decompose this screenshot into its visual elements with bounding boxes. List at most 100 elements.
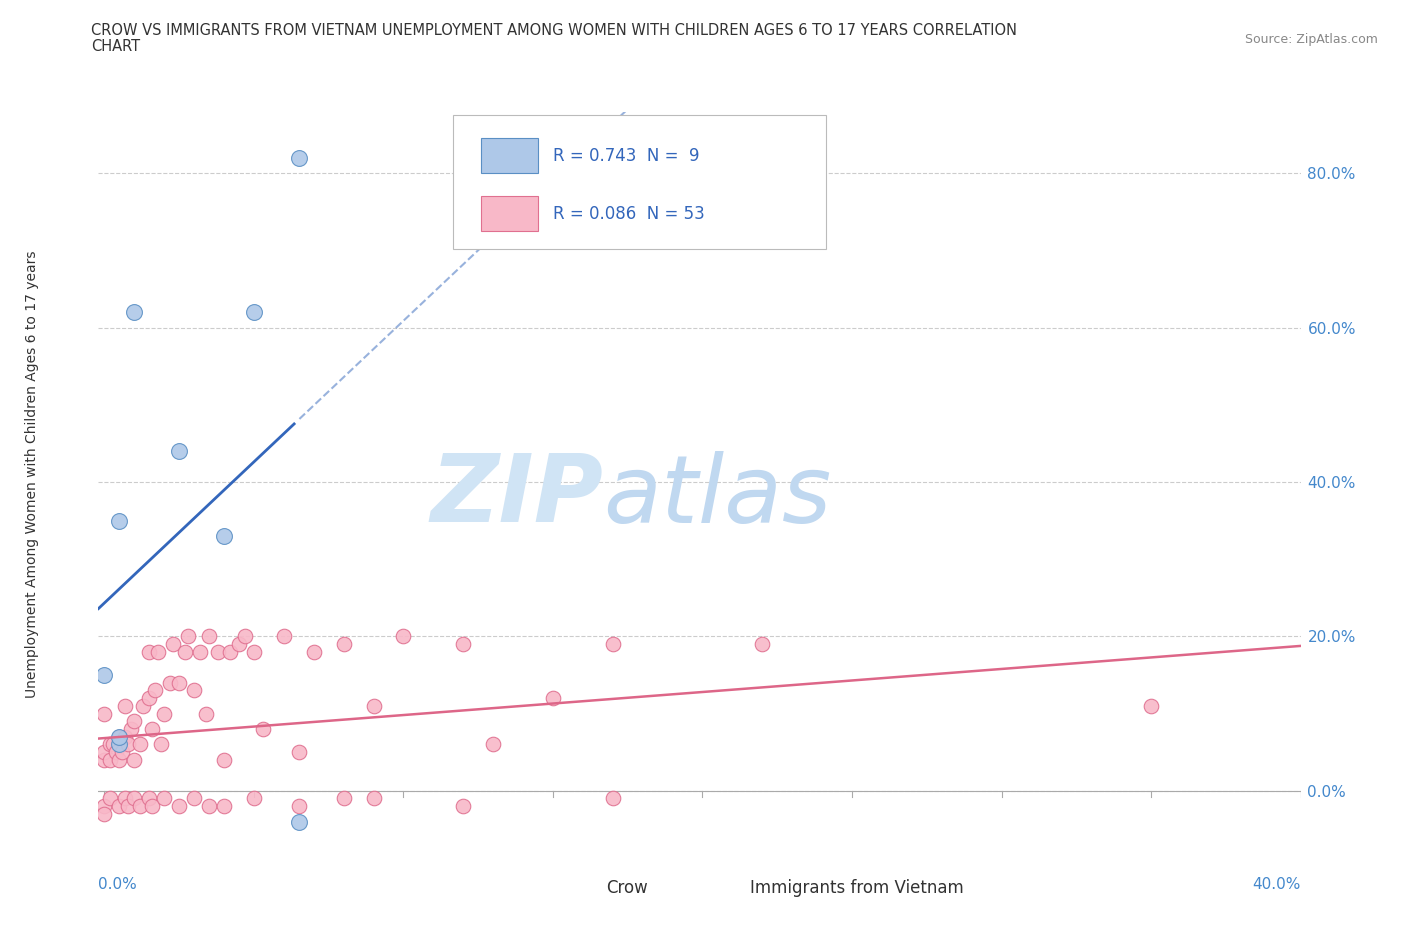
Point (153, 706, 176, 721)
Point (141, 799, 163, 814)
Point (129, 799, 152, 814)
Point (252, 722, 274, 737)
Point (108, 752, 131, 767)
Point (212, 799, 235, 814)
Text: CHART: CHART (91, 39, 141, 54)
Point (141, 722, 163, 737)
Point (120, 722, 142, 737)
Point (602, 791, 624, 806)
Text: Source: ZipAtlas.com: Source: ZipAtlas.com (1244, 33, 1378, 46)
Point (332, 791, 354, 806)
Point (138, 791, 160, 806)
Point (302, 644, 325, 659)
Point (124, 305, 146, 320)
Point (751, 637, 773, 652)
Point (108, 729, 131, 744)
Point (167, 444, 190, 458)
Point (105, 745, 128, 760)
Point (392, 629, 415, 644)
Point (198, 629, 221, 644)
Point (150, 737, 173, 751)
Point (451, 799, 474, 814)
Text: R = 0.743  N =  9: R = 0.743 N = 9 (553, 147, 699, 165)
Point (287, 151, 309, 166)
Point (93, 806, 115, 821)
Point (108, 729, 131, 744)
Point (287, 799, 309, 814)
Point (363, 791, 385, 806)
Point (482, 737, 505, 751)
Text: Crow: Crow (606, 879, 648, 897)
Point (129, 737, 152, 751)
Point (219, 644, 242, 659)
Point (93, 706, 115, 721)
Point (108, 737, 131, 751)
Point (100, 752, 122, 767)
Point (174, 644, 197, 659)
Point (183, 683, 205, 698)
FancyBboxPatch shape (453, 115, 825, 249)
Point (93, 668, 115, 683)
Point (114, 729, 136, 744)
Point (117, 737, 139, 751)
Point (114, 791, 136, 806)
Point (273, 629, 295, 644)
Point (183, 791, 205, 806)
Bar (481, 196, 538, 232)
Point (363, 698, 385, 713)
Point (93, 745, 115, 760)
Text: R = 0.086  N = 53: R = 0.086 N = 53 (553, 205, 704, 223)
Text: ZIP: ZIP (430, 450, 603, 542)
Bar (555, 875, 598, 901)
Point (212, 752, 235, 767)
Point (93, 799, 115, 814)
Point (243, 791, 266, 806)
Point (111, 745, 134, 760)
Point (108, 799, 131, 814)
Point (124, 714, 146, 729)
Point (188, 644, 211, 659)
Text: Unemployment Among Women with Children Ages 6 to 17 years: Unemployment Among Women with Children A… (25, 250, 39, 698)
Text: 0.0%: 0.0% (98, 877, 138, 892)
Point (93, 752, 115, 767)
Point (138, 644, 160, 659)
Text: CROW VS IMMIGRANTS FROM VIETNAM UNEMPLOYMENT AMONG WOMEN WITH CHILDREN AGES 6 TO: CROW VS IMMIGRANTS FROM VIETNAM UNEMPLOY… (91, 23, 1018, 38)
Point (117, 799, 139, 814)
Point (162, 637, 184, 652)
Point (100, 737, 122, 751)
Point (132, 698, 155, 713)
Point (287, 814, 309, 829)
Point (159, 675, 181, 690)
Point (124, 752, 146, 767)
Point (287, 745, 309, 760)
Point (114, 698, 136, 713)
Point (167, 799, 190, 814)
Point (541, 691, 564, 706)
Point (243, 305, 266, 320)
Point (243, 644, 266, 659)
Point (233, 629, 256, 644)
Point (100, 791, 122, 806)
Point (103, 737, 125, 751)
Text: 40.0%: 40.0% (1253, 877, 1301, 892)
Bar (481, 139, 538, 173)
Point (1140, 698, 1163, 713)
Point (212, 528, 235, 543)
Point (124, 791, 146, 806)
Point (228, 637, 250, 652)
Point (177, 629, 200, 644)
Point (198, 799, 221, 814)
Text: Immigrants from Vietnam: Immigrants from Vietnam (749, 879, 963, 897)
Bar (700, 875, 741, 901)
Point (207, 644, 229, 659)
Point (143, 683, 166, 698)
Point (153, 791, 176, 806)
Point (195, 706, 218, 721)
Point (148, 644, 170, 659)
Text: atlas: atlas (603, 450, 831, 541)
Point (451, 637, 474, 652)
Point (167, 675, 190, 690)
Point (332, 637, 354, 652)
Point (108, 513, 131, 528)
Point (138, 691, 160, 706)
